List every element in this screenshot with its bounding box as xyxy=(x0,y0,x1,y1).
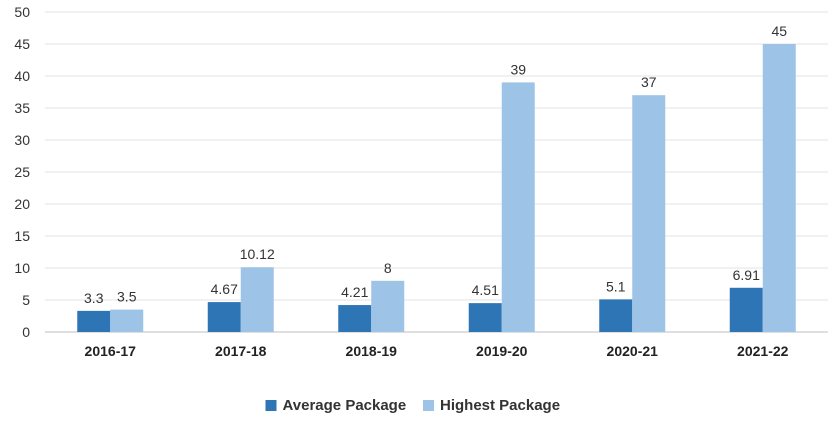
legend-swatch-average xyxy=(265,400,277,411)
data-label: 45 xyxy=(771,23,787,39)
bar-average-2018-19 xyxy=(338,305,372,332)
bar-average-2019-20 xyxy=(468,303,502,332)
data-label: 39 xyxy=(510,61,526,77)
data-label: 8 xyxy=(384,260,392,276)
y-tick-label: 20 xyxy=(14,196,30,212)
bar-average-2017-18 xyxy=(207,302,241,332)
y-tick-label: 15 xyxy=(14,228,30,244)
bar-average-2016-17 xyxy=(77,310,111,332)
data-label: 4.67 xyxy=(211,281,238,297)
data-label: 37 xyxy=(641,74,657,90)
data-label: 4.21 xyxy=(341,284,368,300)
y-tick-label: 40 xyxy=(14,68,30,84)
data-label: 3.5 xyxy=(117,289,137,305)
bar-average-2021-22 xyxy=(729,287,763,332)
x-category-label: 2021-22 xyxy=(737,343,789,359)
y-tick-label: 50 xyxy=(14,4,30,20)
y-tick-label: 25 xyxy=(14,164,30,180)
y-tick-label: 10 xyxy=(14,260,30,276)
data-label: 3.3 xyxy=(84,290,104,306)
data-label: 6.91 xyxy=(733,267,760,283)
x-category-label: 2018-19 xyxy=(346,343,398,359)
bar-highest-2019-20 xyxy=(501,82,535,333)
legend-label-average: Average Package xyxy=(283,397,407,414)
data-label: 5.1 xyxy=(606,278,626,294)
bar-highest-2021-22 xyxy=(762,44,796,332)
data-label: 10.12 xyxy=(240,246,275,262)
bar-highest-2017-18 xyxy=(240,267,274,332)
bar-highest-2018-19 xyxy=(371,280,405,332)
bar-highest-2020-21 xyxy=(632,95,666,332)
legend-swatch-highest xyxy=(423,400,434,411)
bar-highest-2016-17 xyxy=(110,309,144,332)
x-category-label: 2017-18 xyxy=(215,343,267,359)
x-category-label: 2016-17 xyxy=(85,343,137,359)
y-tick-label: 30 xyxy=(14,132,30,148)
y-tick-label: 0 xyxy=(22,324,30,340)
y-tick-label: 35 xyxy=(14,100,30,116)
bar-average-2020-21 xyxy=(599,299,633,332)
x-category-label: 2020-21 xyxy=(607,343,659,359)
y-tick-label: 5 xyxy=(22,292,30,308)
x-category-label: 2019-20 xyxy=(476,343,528,359)
y-tick-label: 45 xyxy=(14,36,30,52)
data-label: 4.51 xyxy=(472,282,499,298)
legend-label-highest: Highest Package xyxy=(440,397,560,414)
